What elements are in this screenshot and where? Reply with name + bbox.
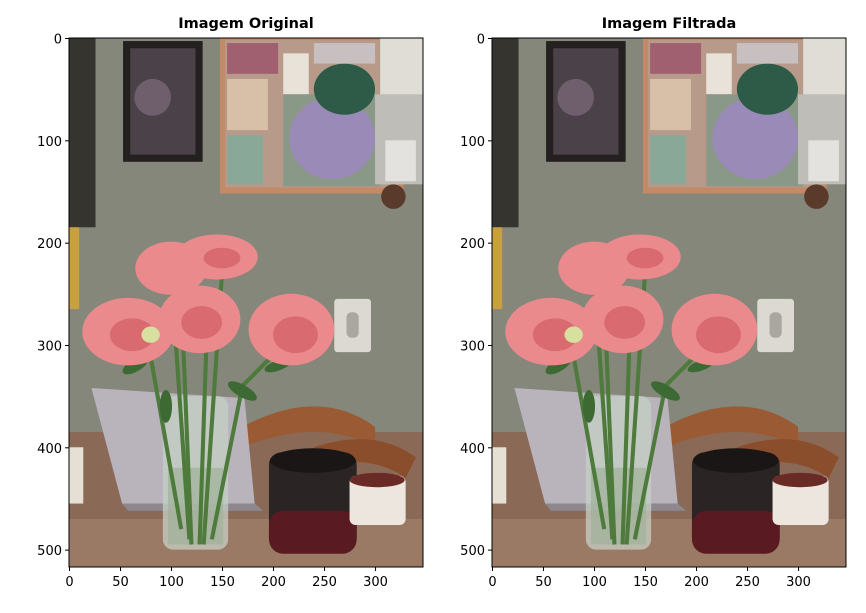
x-tick-label: 50	[535, 575, 552, 590]
y-tick-label: 200	[37, 237, 62, 252]
x-tick-label: 250	[312, 575, 337, 590]
y-tick-label: 400	[37, 442, 62, 457]
y-tick-label: 200	[460, 237, 485, 252]
axes-frame	[491, 37, 847, 568]
y-tick-label: 100	[37, 135, 62, 150]
axes-frame	[68, 37, 424, 568]
image	[492, 38, 846, 567]
y-tick-label: 300	[37, 339, 62, 354]
x-tick-label: 150	[633, 575, 658, 590]
y-tick-label: 0	[54, 33, 62, 48]
x-tick-label: 200	[684, 575, 709, 590]
subplot: Imagem Filtrada 0 50 100 150 200 250 300 0 100 200…	[460, 16, 846, 590]
x-tick-label: 100	[582, 575, 607, 590]
y-tick-label: 100	[460, 135, 485, 150]
y-tick-label: 400	[460, 442, 485, 457]
x-tick-label: 150	[210, 575, 235, 590]
axes-title: Imagem Filtrada	[602, 16, 737, 32]
y-tick-label: 500	[460, 544, 485, 559]
x-tick-label: 250	[735, 575, 760, 590]
x-tick-label: 300	[363, 575, 388, 590]
x-tick-label: 100	[159, 575, 184, 590]
plots: Imagem Original 0 50 100 150 200 250 300 0 100 200…	[37, 16, 846, 590]
axes-title: Imagem Original	[178, 16, 314, 32]
y-tick-label: 300	[460, 339, 485, 354]
y-tick-label: 0	[477, 33, 485, 48]
subplot: Imagem Original 0 50 100 150 200 250 300 0 100 200…	[37, 16, 423, 590]
x-tick-label: 0	[488, 575, 496, 590]
x-tick-label: 0	[65, 575, 73, 590]
x-tick-label: 300	[786, 575, 811, 590]
y-tick-label: 500	[37, 544, 62, 559]
x-tick-label: 200	[261, 575, 286, 590]
x-tick-label: 50	[112, 575, 129, 590]
image	[69, 38, 423, 567]
